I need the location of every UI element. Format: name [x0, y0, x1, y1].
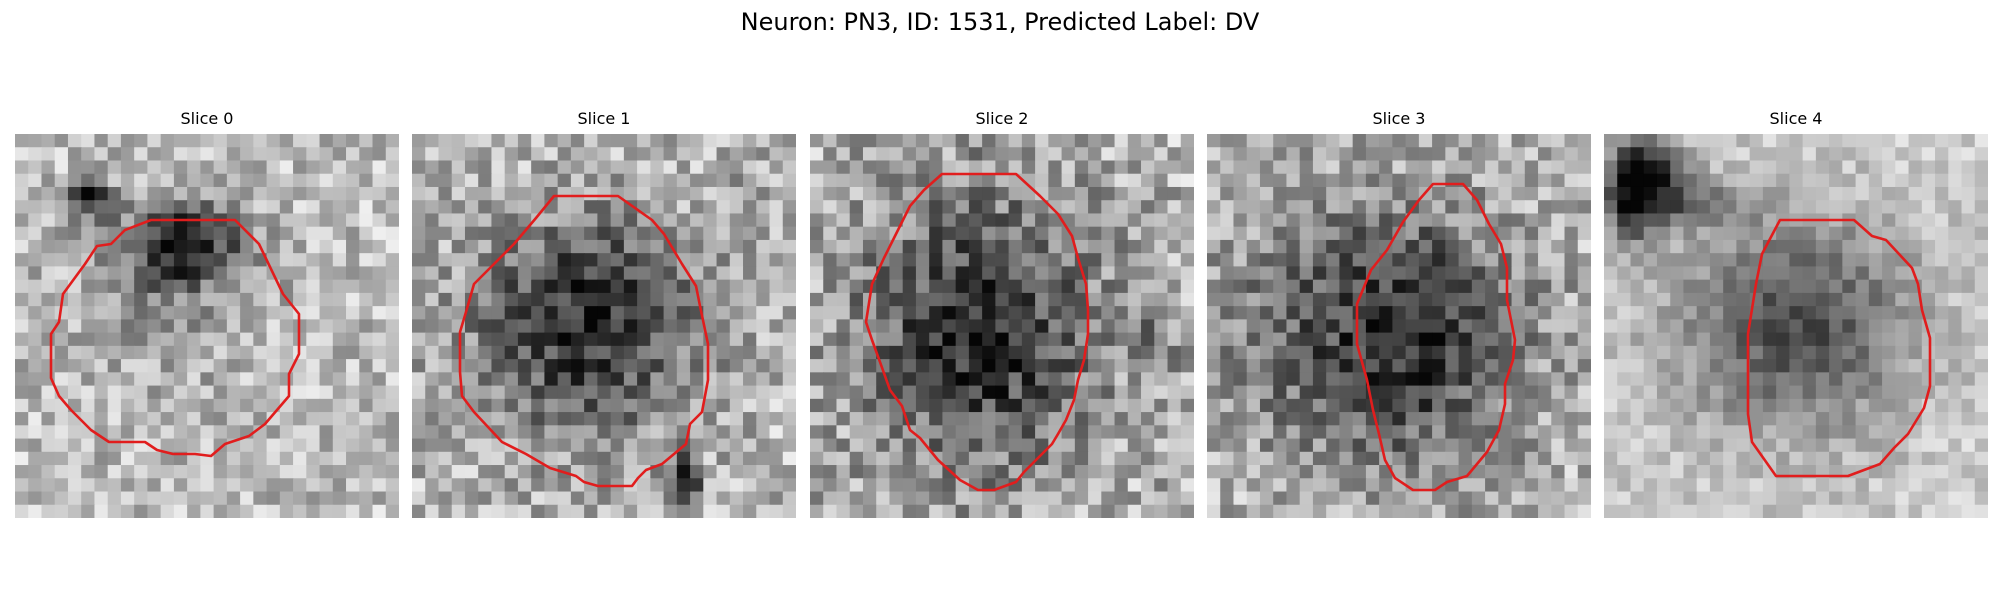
slice-image-2 — [810, 134, 1194, 518]
slice-title-3: Slice 3 — [1372, 109, 1426, 128]
slice-title-4: Slice 4 — [1769, 109, 1823, 128]
slice-panel-1: Slice 1 — [412, 108, 796, 518]
segmentation-contour-1 — [458, 194, 710, 488]
segmentation-contour-0 — [49, 218, 301, 458]
slice-image-1 — [412, 134, 796, 518]
pixel-grid-3 — [1207, 134, 1591, 518]
slice-image-4 — [1604, 134, 1988, 518]
figure-title: Neuron: PN3, ID: 1531, Predicted Label: … — [740, 8, 1260, 36]
slice-title-1: Slice 1 — [577, 109, 631, 128]
pixel-grid-1 — [412, 134, 796, 518]
slice-panel-0: Slice 0 — [15, 108, 399, 518]
segmentation-contour-4 — [1746, 218, 1932, 478]
segmentation-contour-3 — [1355, 182, 1517, 492]
slice-image-3 — [1207, 134, 1591, 518]
pixel-grid-0 — [15, 134, 399, 518]
slice-panel-2: Slice 2 — [810, 108, 1194, 518]
slice-panel-3: Slice 3 — [1207, 108, 1591, 518]
slice-title-0: Slice 0 — [180, 109, 234, 128]
segmentation-contour-2 — [864, 172, 1090, 492]
slice-image-0 — [15, 134, 399, 518]
pixel-grid-2 — [810, 134, 1194, 518]
pixel-grid-4 — [1604, 134, 1988, 518]
slice-title-2: Slice 2 — [975, 109, 1029, 128]
slice-panel-4: Slice 4 — [1604, 108, 1988, 518]
